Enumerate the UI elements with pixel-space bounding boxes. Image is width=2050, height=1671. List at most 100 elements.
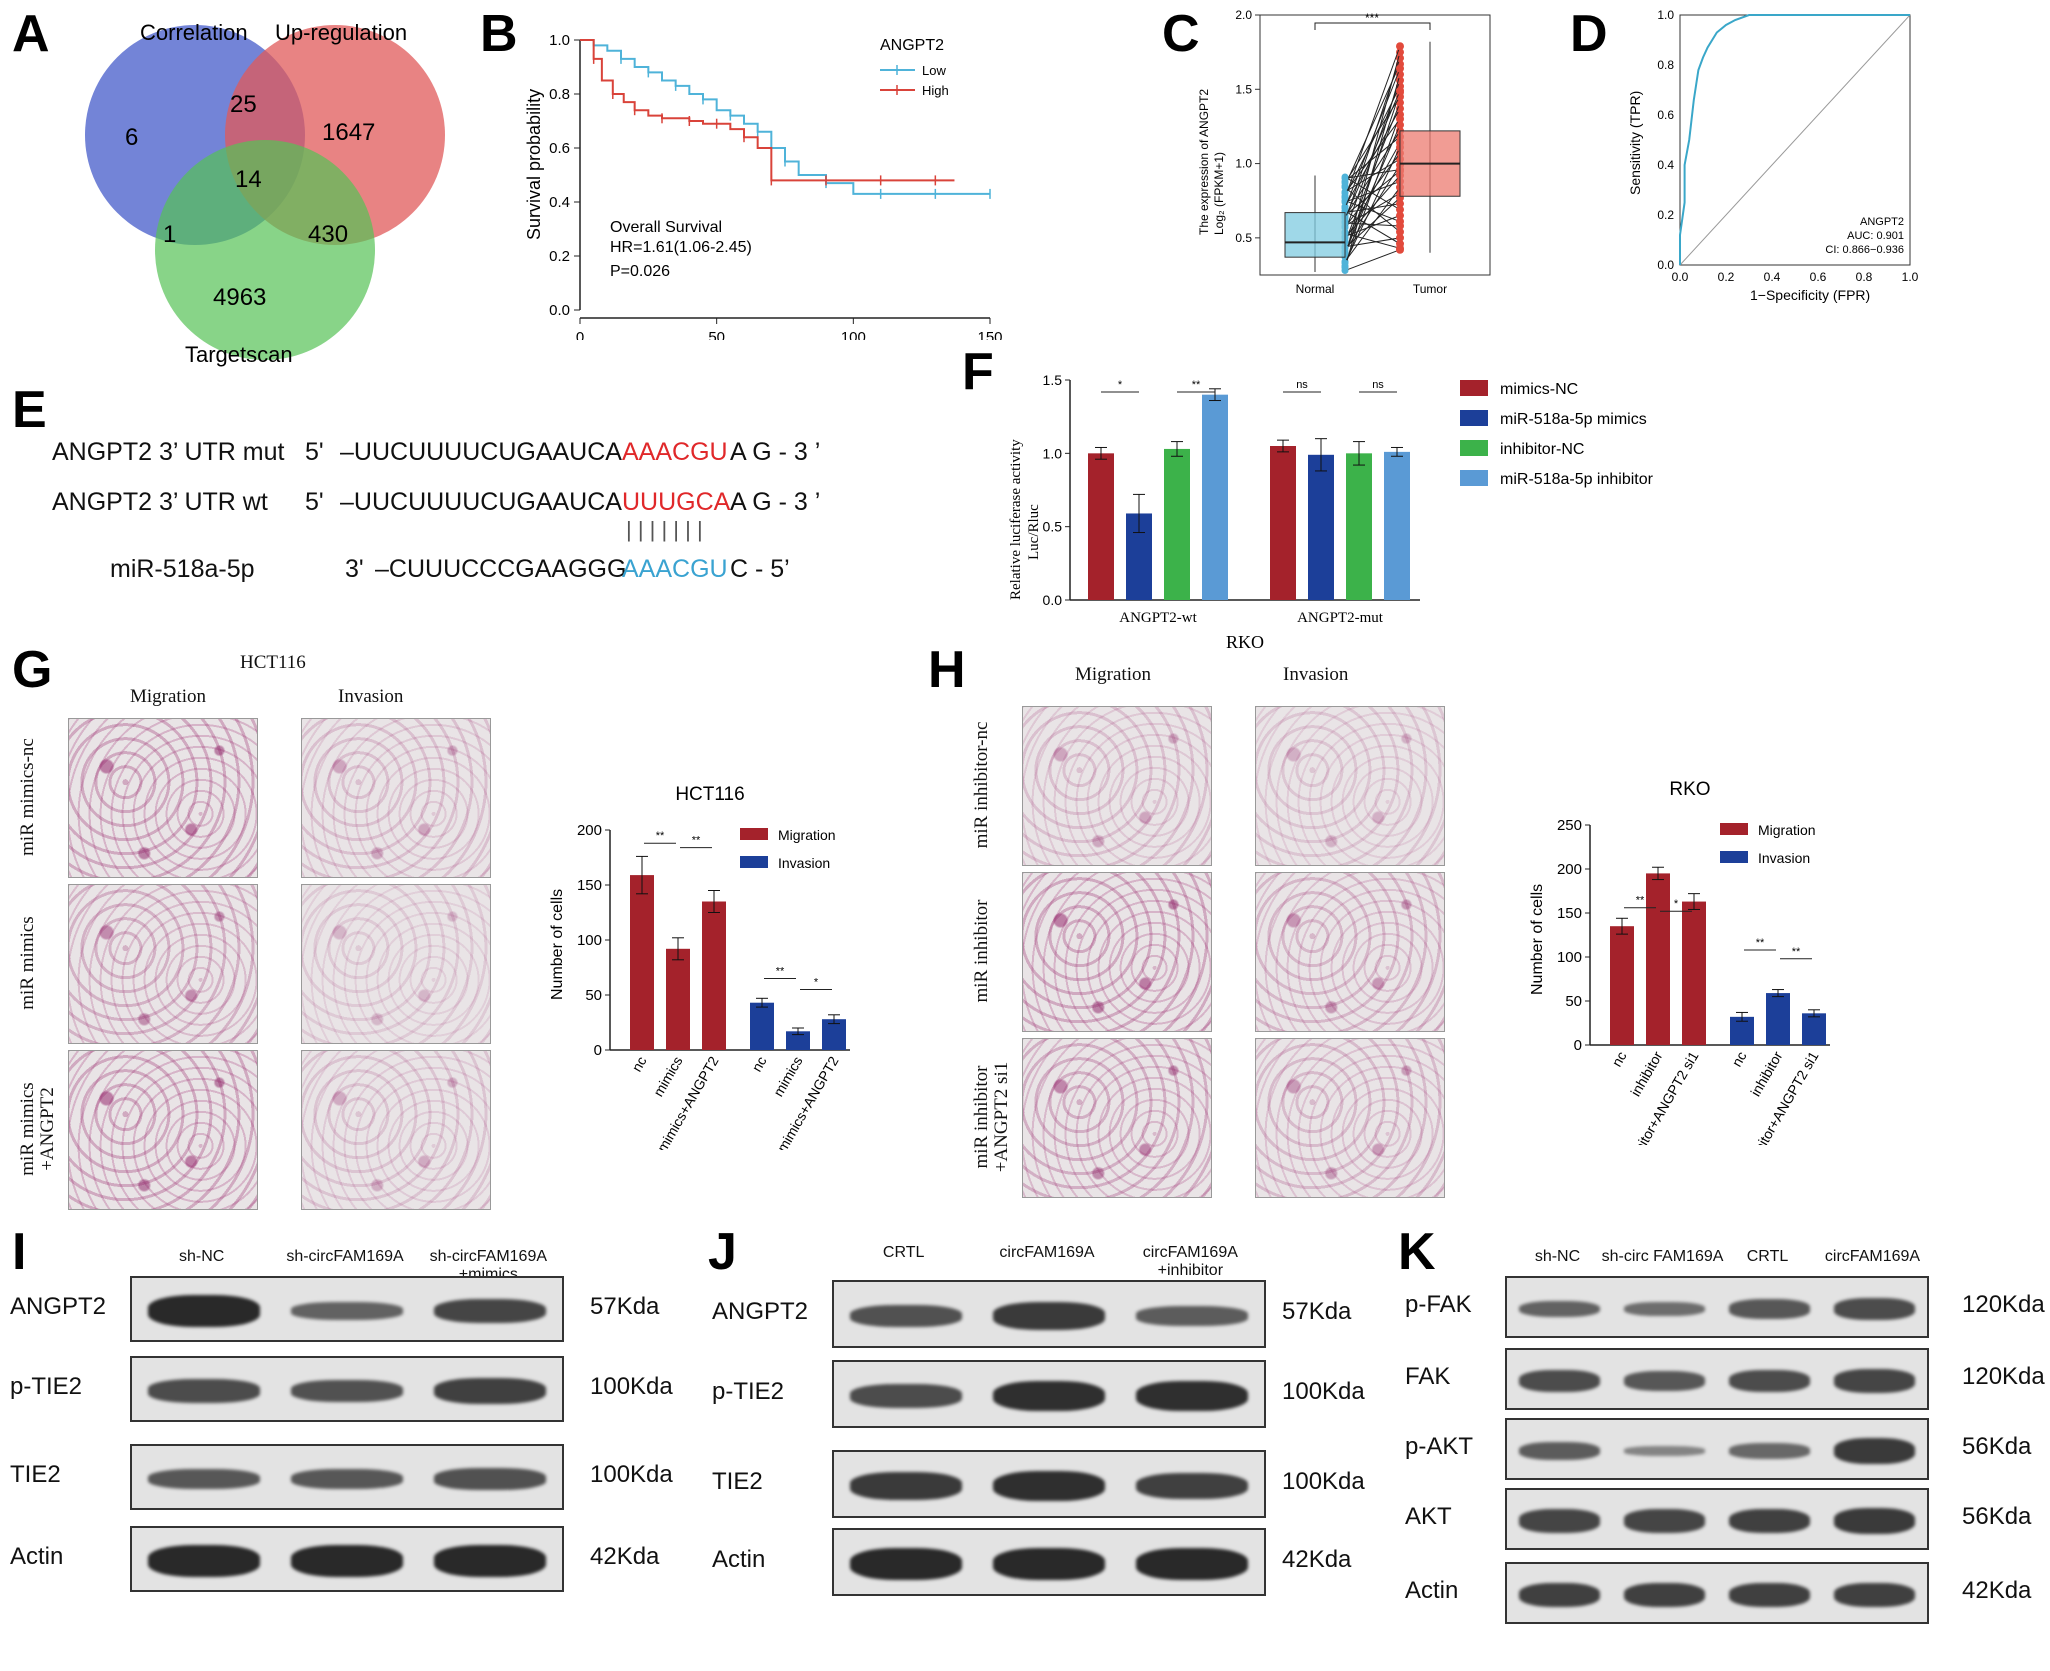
blot-kda-label: 100Kda [1282, 1378, 1365, 1405]
blot-band [434, 1468, 547, 1490]
seq-mir-end: C - 5’ [730, 555, 790, 583]
expression-pair-line [1344, 180, 1401, 203]
hct116-sig-mark: ** [656, 830, 665, 842]
rko-xtick-label: nc [1608, 1049, 1629, 1070]
roc-chart: Sensitivity (TPR) 1−Specificity (FPR) 0.… [1627, 8, 1919, 303]
rko-bar [1610, 926, 1634, 1045]
luc-xtick-label: ANGPT2-wt [1119, 610, 1197, 626]
hct116-bar [822, 1019, 846, 1050]
blot-band [1136, 1547, 1249, 1581]
expression-point-tumor [1396, 42, 1404, 51]
luc-bar [1384, 451, 1410, 600]
blot-band [1136, 1306, 1249, 1326]
blot-band [1623, 1509, 1706, 1533]
blot-band [291, 1302, 403, 1320]
panel-label-j: J [708, 1223, 737, 1281]
blot-band [291, 1545, 403, 1577]
h-micrograph [1255, 706, 1445, 866]
luc-ytick-label: 1.0 [1043, 445, 1063, 461]
h-col-invasion: Invasion [1283, 664, 1349, 685]
expression-pair-line [1344, 210, 1401, 245]
roc-xtick-label: 0.0 [1672, 270, 1689, 284]
h-micrograph [1022, 1038, 1212, 1198]
hct116-sig-mark: * [814, 977, 819, 989]
blot-kda-label: 56Kda [1962, 1433, 2032, 1460]
seq-wt-end: A G - 3 ’ [730, 488, 821, 516]
blot-band [147, 1295, 260, 1327]
blot-strip [832, 1360, 1266, 1428]
expression-ytick-label: 1.0 [1235, 157, 1252, 171]
luc-legend-label: inhibitor-NC [1500, 441, 1584, 458]
roc-curve [1679, 14, 1910, 265]
seq-mir-p3: 3' [345, 555, 364, 583]
h-col-migration: Migration [1075, 664, 1151, 685]
blot-strip [1505, 1276, 1929, 1338]
blot-band [147, 1545, 260, 1577]
survival-ytick-label: 0.6 [549, 140, 570, 157]
g-micrograph [301, 884, 491, 1044]
expression-point-tumor [1396, 48, 1404, 57]
expression-pair-line [1344, 169, 1401, 179]
g-row-label: miR mimics-nc [17, 738, 38, 856]
blot-band [849, 1547, 962, 1581]
survival-ytick-label: 0.4 [549, 194, 570, 211]
blot-band [1518, 1300, 1601, 1318]
blot-band [1623, 1446, 1706, 1456]
hct116-title: HCT116 [675, 784, 744, 805]
hct116-ytick-label: 50 [585, 987, 602, 1004]
hct116-legend-label: Migration [778, 827, 836, 843]
expression-pair-line [1344, 222, 1401, 227]
expression-pair-line [1344, 203, 1401, 214]
expression-ytick-label: 1.5 [1235, 82, 1252, 96]
hct116-ytick-label: 150 [577, 877, 602, 894]
h-row-label: miR inhibitor-nc [971, 721, 992, 849]
seq-wt-label: ANGPT2 3’ UTR wt [52, 488, 268, 516]
rko-ytick-label: 50 [1565, 993, 1582, 1010]
blot-strip [1505, 1562, 1929, 1624]
hct116-legend-label: Invasion [778, 855, 830, 871]
hct116-xtick-label: mimics [650, 1054, 686, 1100]
venn-count-only-corr: 6 [125, 124, 138, 151]
luc-sig-mark: ns [1372, 379, 1384, 391]
seq-mut-label: ANGPT2 3’ UTR mut [52, 438, 285, 466]
expression-point-tumor [1396, 86, 1404, 95]
luc-bar [1270, 446, 1296, 600]
hct116-bar [666, 948, 690, 1050]
venn-label-targetscan: Targetscan [185, 342, 293, 367]
blot-band [1623, 1582, 1706, 1608]
blot-lane-header: circFAM169A [999, 1244, 1095, 1261]
hct116-bar [630, 875, 654, 1050]
expression-box-normal [1284, 212, 1346, 258]
expression-pair-line [1344, 68, 1401, 209]
blot-band [291, 1468, 403, 1490]
roc-legend-line: CI: 0.866−0.936 [1825, 244, 1904, 256]
venn-count-only-up: 1647 [322, 119, 375, 146]
expression-pair-line [1344, 118, 1401, 194]
seq-mut-p5: 5' [305, 438, 324, 466]
g-col-invasion: Invasion [338, 686, 404, 707]
luc-legend-swatch [1460, 380, 1488, 396]
survival-xtick-label: 50 [708, 329, 725, 340]
roc-xtick-label: 1.0 [1902, 270, 1919, 284]
panel-label-h: H [928, 641, 966, 699]
venn-count-all: 14 [235, 166, 262, 193]
roc-ytick-label: 0.4 [1657, 158, 1674, 172]
rko-sig-mark: * [1674, 898, 1679, 910]
luc-bar [1346, 453, 1372, 600]
blot-protein-label: TIE2 [712, 1468, 763, 1495]
blot-strip [1505, 1418, 1929, 1480]
rko-legend-swatch [1720, 851, 1748, 863]
venn-label-upregulation: Up-regulation [275, 20, 407, 45]
panel-label-g: G [12, 641, 53, 699]
luc-xtick-label: ANGPT2-mut [1297, 610, 1384, 626]
blot-band [1728, 1508, 1811, 1534]
luc-legend-swatch [1460, 410, 1488, 426]
blot-strip [130, 1526, 564, 1592]
roc-ytick-label: 0.8 [1657, 58, 1674, 72]
blot-kda-label: 57Kda [590, 1293, 660, 1320]
roc-ylabel: Sensitivity (TPR) [1627, 91, 1643, 195]
luciferase-legend: mimics-NC miR-518a-5p mimics inhibitor-NC m… [1460, 380, 1654, 488]
luc-ytick-label: 1.5 [1043, 372, 1063, 388]
blot-band [849, 1472, 962, 1500]
